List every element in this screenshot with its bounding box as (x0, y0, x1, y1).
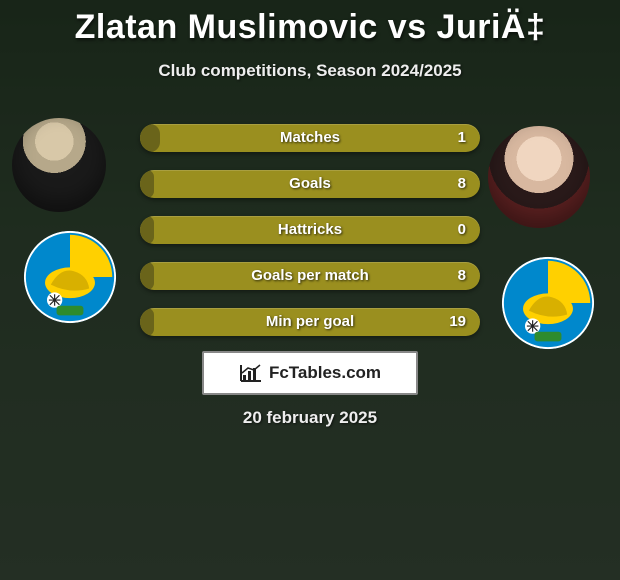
subtitle: Club competitions, Season 2024/2025 (0, 61, 620, 81)
stat-bar: Goals 8 (140, 170, 480, 198)
chart-icon (239, 363, 263, 383)
player-avatar-left (12, 118, 106, 212)
page-title: Zlatan Muslimovic vs JuriÄ‡ (0, 0, 620, 47)
stat-bar-value: 19 (449, 308, 466, 336)
stat-bar: Hattricks 0 (140, 216, 480, 244)
stat-bar-label: Goals per match (140, 262, 480, 290)
stat-bar-label: Goals (140, 170, 480, 198)
stat-bar: Matches 1 (140, 124, 480, 152)
stat-bar-value: 0 (458, 216, 466, 244)
source-logo-text: FcTables.com (269, 363, 381, 383)
stat-bar-value: 1 (458, 124, 466, 152)
stat-bars: Matches 1 Goals 8 Hattricks 0 Goals per … (140, 124, 480, 354)
source-logo: FcTables.com (202, 351, 418, 395)
player-avatar-right (488, 126, 590, 228)
club-crest-right (500, 255, 596, 351)
club-crest-left (22, 229, 118, 325)
stat-bar-value: 8 (458, 170, 466, 198)
stat-bar: Goals per match 8 (140, 262, 480, 290)
stat-bar-label: Matches (140, 124, 480, 152)
stat-bar-label: Min per goal (140, 308, 480, 336)
stat-bar: Min per goal 19 (140, 308, 480, 336)
content-region: Zlatan Muslimovic vs JuriÄ‡ Club competi… (0, 0, 620, 580)
date-text: 20 february 2025 (0, 408, 620, 428)
stat-bar-label: Hattricks (140, 216, 480, 244)
stat-bar-value: 8 (458, 262, 466, 290)
